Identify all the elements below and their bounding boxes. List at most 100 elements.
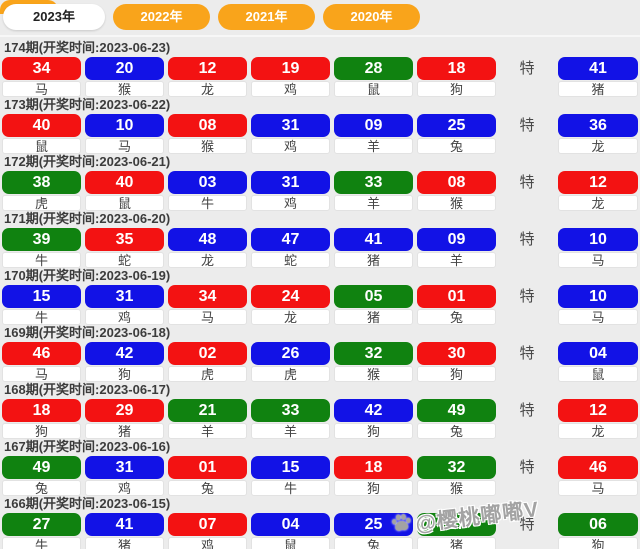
draw-balls: 15 牛 31 鸡 34 马 24 龙 05 猪 01 兔特 10 马 [0, 285, 640, 325]
ball-cell: 01 兔 [168, 456, 247, 496]
ball-zodiac: 兔 [168, 480, 247, 496]
ball-zodiac: 鼠 [85, 195, 164, 211]
ball-cell: 34 马 [168, 285, 247, 325]
ball-number: 41 [85, 513, 164, 536]
special-label: 特 [519, 345, 535, 362]
draw-list: 174期(开奖时间:2023-06-23) 34 马 20 猴 12 龙 19 鸡 28 鼠 18 狗特… [0, 37, 640, 549]
ball-number: 18 [334, 456, 413, 479]
draw-header: 170期(开奖时间:2023-06-19) [0, 268, 640, 283]
ball-zodiac: 猪 [85, 537, 164, 549]
ball-zodiac: 狗 [417, 366, 496, 382]
ball-number: 21 [168, 399, 247, 422]
special-label: 特 [519, 516, 535, 533]
ball-zodiac: 羊 [168, 423, 247, 439]
tab-year-2021[interactable]: 2021年 [218, 4, 315, 30]
ball-cell: 40 鼠 [2, 114, 81, 154]
draw-period: 166期 [4, 496, 39, 511]
special-ball-zodiac: 龙 [558, 138, 638, 154]
ball-zodiac: 马 [85, 138, 164, 154]
special-ball-cell: 10 马 [558, 285, 638, 325]
ball-number: 33 [251, 399, 330, 422]
ball-number: 08 [168, 114, 247, 137]
special-label: 特 [519, 402, 535, 419]
ball-number: 46 [2, 342, 81, 365]
ball-zodiac: 鸡 [251, 81, 330, 97]
draw-balls: 40 鼠 10 马 08 猴 31 鸡 09 羊 25 兔 特 36 龙 [0, 114, 640, 154]
ball-cell: 41 猪 [85, 513, 164, 549]
special-ball-number: 12 [558, 399, 638, 422]
special-ball-number: 06 [558, 513, 638, 536]
ball-cell: 33 羊 [334, 171, 413, 211]
tab-year-2022[interactable]: 2022年 [113, 4, 210, 30]
ball-cell: 12 龙 [168, 57, 247, 97]
ball-cell: 25 兔 [334, 513, 413, 549]
ball-cell: 42 狗 [334, 399, 413, 439]
ball-number: 49 [417, 399, 496, 422]
ball-number: 48 [168, 228, 247, 251]
ball-zodiac: 猴 [417, 480, 496, 496]
draw-header: 172期(开奖时间:2023-06-21) [0, 154, 640, 169]
draw-header: 174期(开奖时间:2023-06-23) [0, 40, 640, 55]
draw-balls: 27 牛 41 猪 07 鸡 04 鼠 25 兔 17 猪特 06 狗 [0, 513, 640, 549]
ball-number: 04 [251, 513, 330, 536]
ball-cell: 02 虎 [168, 342, 247, 382]
ball-cell: 32 猴 [417, 456, 496, 496]
ball-zodiac: 猴 [334, 366, 413, 382]
ball-number: 03 [168, 171, 247, 194]
ball-zodiac: 猴 [168, 138, 247, 154]
draw-period: 172期 [4, 154, 39, 169]
draw-row: 170期(开奖时间:2023-06-19) 15 牛 31 鸡 34 马 24 龙 05 猪 01 兔特… [0, 268, 640, 325]
ball-cell: 31 鸡 [251, 114, 330, 154]
ball-number: 39 [2, 228, 81, 251]
ball-number: 40 [2, 114, 81, 137]
ball-number: 31 [251, 114, 330, 137]
special-ball-zodiac: 猪 [558, 81, 638, 97]
ball-cell: 03 牛 [168, 171, 247, 211]
draw-row: 173期(开奖时间:2023-06-22) 40 鼠 10 马 08 猴 31 鸡 09 羊 25 兔 特… [0, 97, 640, 154]
ball-cell: 41 猪 [334, 228, 413, 268]
draw-header: 171期(开奖时间:2023-06-20) [0, 211, 640, 226]
draw-balls: 49 兔 31 鸡 01 兔 15 牛 18 狗 32 猴特 46 马 [0, 456, 640, 496]
draw-period: 174期 [4, 40, 39, 55]
ball-cell: 49 兔 [2, 456, 81, 496]
ball-cell: 19 鸡 [251, 57, 330, 97]
tab-year-2020[interactable]: 2020年 [323, 4, 420, 30]
ball-number: 32 [334, 342, 413, 365]
ball-cell: 31 鸡 [85, 456, 164, 496]
tab-year-2023[interactable]: 2023年 [3, 4, 105, 30]
ball-zodiac: 狗 [85, 366, 164, 382]
draw-row: 169期(开奖时间:2023-06-18) 46 马 42 狗 02 虎 26 虎 32 猴 30 狗特… [0, 325, 640, 382]
ball-cell: 17 猪 [417, 513, 496, 549]
draw-time: (开奖时间:2023-06-22) [38, 97, 171, 112]
ball-number: 17 [417, 513, 496, 536]
special-ball-cell: 41 猪 [558, 57, 638, 97]
ball-number: 31 [85, 285, 164, 308]
ball-zodiac: 龙 [251, 309, 330, 325]
ball-cell: 28 鼠 [334, 57, 413, 97]
ball-zodiac: 兔 [417, 138, 496, 154]
special-ball-zodiac: 鼠 [558, 366, 638, 382]
ball-zodiac: 蛇 [85, 252, 164, 268]
ball-number: 18 [417, 57, 496, 80]
ball-number: 26 [251, 342, 330, 365]
ball-number: 49 [2, 456, 81, 479]
ball-number: 10 [85, 114, 164, 137]
ball-zodiac: 龙 [168, 81, 247, 97]
ball-number: 41 [334, 228, 413, 251]
ball-zodiac: 虎 [251, 366, 330, 382]
draw-header: 166期(开奖时间:2023-06-15) [0, 496, 640, 511]
ball-cell: 24 龙 [251, 285, 330, 325]
draw-header: 167期(开奖时间:2023-06-16) [0, 439, 640, 454]
ball-cell: 21 羊 [168, 399, 247, 439]
ball-cell: 31 鸡 [251, 171, 330, 211]
ball-cell: 27 牛 [2, 513, 81, 549]
ball-cell: 10 马 [85, 114, 164, 154]
ball-cell: 42 狗 [85, 342, 164, 382]
special-ball-number: 36 [558, 114, 638, 137]
ball-cell: 32 猴 [334, 342, 413, 382]
ball-cell: 26 虎 [251, 342, 330, 382]
ball-zodiac: 猪 [334, 252, 413, 268]
draw-balls: 18 狗 29 猪 21 羊 33 羊 42 狗 49 兔特 12 龙 [0, 399, 640, 439]
ball-zodiac: 羊 [334, 195, 413, 211]
ball-number: 29 [85, 399, 164, 422]
